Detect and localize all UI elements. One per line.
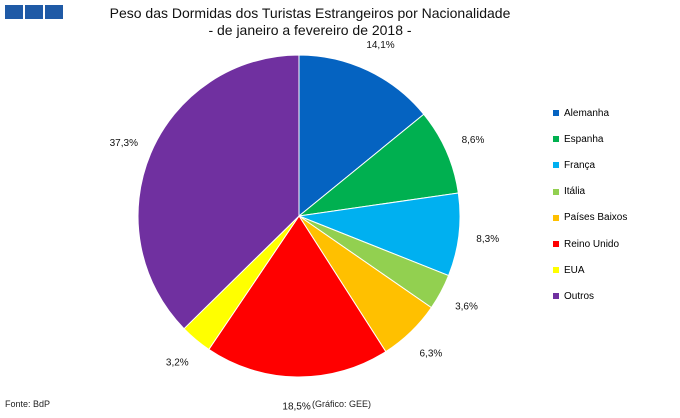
pie-slice-alemanha xyxy=(298,54,425,218)
slice-label: 8,6% xyxy=(462,135,485,146)
legend: Alemanha Espanha França Itália Países Baixos… xyxy=(553,100,627,310)
legend-swatch xyxy=(553,188,559,195)
legend-item: EUA xyxy=(553,257,627,283)
slice-label: 6,3% xyxy=(420,348,443,359)
legend-label: Reino Unido xyxy=(564,238,620,250)
slice-label: 18,5% xyxy=(282,402,310,413)
logo-block xyxy=(45,5,63,19)
slice-label: 14,1% xyxy=(366,40,394,51)
slice-label: 8,3% xyxy=(476,234,499,245)
legend-item: França xyxy=(553,152,627,178)
legend-swatch xyxy=(553,293,559,300)
logo-block xyxy=(5,5,23,19)
slice-label: 3,2% xyxy=(166,357,189,368)
legend-label: Itália xyxy=(564,186,586,198)
pie-slice-outros xyxy=(137,54,300,330)
pie-labels: 14,1% 8,6% 8,3% 3,6% 6,3% 18,5% 3,2% 37,3% xyxy=(110,40,500,413)
legend-label: Espanha xyxy=(564,133,604,145)
legend-label: França xyxy=(564,159,596,171)
logo xyxy=(5,5,63,19)
legend-swatch xyxy=(553,267,559,274)
legend-item: Itália xyxy=(553,179,627,205)
legend-item: Países Baixos xyxy=(553,205,627,231)
source-note: Fonte: BdP xyxy=(5,399,51,409)
legend-swatch xyxy=(553,162,559,169)
legend-label: Outros xyxy=(564,290,595,302)
credit-note: (Gráfico: GEE) xyxy=(312,399,372,409)
legend-item: Alemanha xyxy=(553,100,627,126)
pie-slices xyxy=(137,54,461,378)
legend-label: Países Baixos xyxy=(564,212,628,224)
legend-label: EUA xyxy=(564,264,585,276)
legend-swatch xyxy=(553,136,559,143)
logo-block xyxy=(25,5,43,19)
legend-item: Espanha xyxy=(553,126,627,152)
pie-slice-reino-unido xyxy=(208,215,387,378)
legend-item: Reino Unido xyxy=(553,231,627,257)
pie-slice-espanha xyxy=(297,113,459,217)
chart-title: Peso das Dormidas dos Turistas Estrangei… xyxy=(109,5,511,21)
legend-item: Outros xyxy=(553,283,627,309)
legend-swatch xyxy=(553,214,559,221)
chart-subtitle: - de janeiro a fevereiro de 2018 - xyxy=(208,22,412,38)
slice-label: 37,3% xyxy=(110,138,138,149)
chart-title-block: Peso das Dormidas dos Turistas Estrangei… xyxy=(0,5,620,39)
legend-swatch xyxy=(553,110,559,117)
legend-swatch xyxy=(553,241,559,248)
legend-label: Alemanha xyxy=(564,107,610,119)
slice-label: 3,6% xyxy=(455,301,478,312)
